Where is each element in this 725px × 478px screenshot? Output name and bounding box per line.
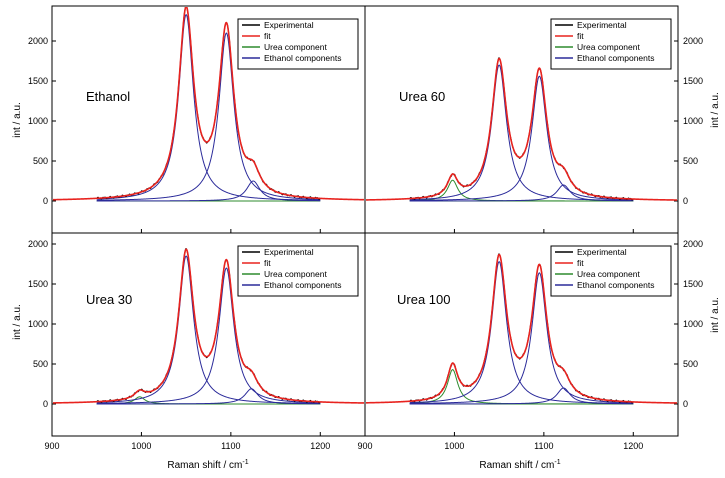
x-tick-label: 1000 <box>444 441 464 451</box>
legend-label-urea-component: Urea component <box>264 269 327 279</box>
y-axis-title-top-right: int / a.u. <box>710 92 721 128</box>
y-tick-label: 1500 <box>28 76 48 86</box>
x-tick-label: 1100 <box>534 441 553 451</box>
legend-label-fit: fit <box>577 258 584 268</box>
y-tick-label: 1500 <box>683 76 703 86</box>
y-tick-label: 500 <box>33 156 48 166</box>
panel-urea-100: 0 500 1000 1500 2000 900 1000 1100 1200 Experimen… <box>357 239 703 451</box>
ethanol-component-line <box>96 180 321 202</box>
panel-frame-urea-100 <box>364 232 679 437</box>
legend-label-ethanol-components: Ethanol components <box>577 280 655 290</box>
y-tick-label: 1000 <box>683 116 703 126</box>
legend-label-urea-component: Urea component <box>577 269 640 279</box>
y-tick-label: 2000 <box>28 36 48 46</box>
legend-label-experimental: Experimental <box>577 247 627 257</box>
y-tick-label: 500 <box>683 156 698 166</box>
plot-area <box>366 57 677 202</box>
panel-urea-30: 0 500 1000 1500 2000 900 1000 1100 1200 Experimen… <box>28 239 364 451</box>
legend-label-ethanol-components: Ethanol components <box>264 53 342 63</box>
panel-label-ethanol: Ethanol <box>86 89 130 104</box>
legend-label-experimental: Experimental <box>577 20 627 30</box>
legend-box <box>237 18 359 70</box>
x-tick-label: 1200 <box>310 441 330 451</box>
y-axis-title-top-left: int / a.u. <box>12 102 23 138</box>
ethanol-component-line <box>96 267 321 404</box>
y-tick-label: 1000 <box>28 319 48 329</box>
x-tick-label: 1000 <box>131 441 151 451</box>
ethanol-component-line <box>96 32 321 201</box>
y-tick-label: 1000 <box>28 116 48 126</box>
y-axis-title-bottom-right: int / a.u. <box>710 297 721 333</box>
ethanol-component-line <box>409 64 634 201</box>
legend-label-ethanol-components: Ethanol components <box>577 53 655 63</box>
plot-area <box>366 253 677 405</box>
ethanol-component-line <box>409 75 634 201</box>
panel-label-urea-60: Urea 60 <box>399 89 445 104</box>
y-tick-label: 1500 <box>683 279 703 289</box>
plot-area <box>53 7 364 202</box>
legend-box <box>550 245 672 297</box>
legend-label-experimental: Experimental <box>264 20 314 30</box>
ethanol-component-line <box>409 387 634 405</box>
legend-label-urea-component: Urea component <box>577 42 640 52</box>
legend-label-fit: fit <box>577 31 584 41</box>
y-tick-label: 1000 <box>683 319 703 329</box>
y-tick-label: 500 <box>683 359 698 369</box>
experimental-line <box>409 57 634 201</box>
y-tick-label: 0 <box>43 196 48 206</box>
y-tick-label: 0 <box>683 196 688 206</box>
legend-label-fit: fit <box>264 31 271 41</box>
x-tick-label: 900 <box>44 441 59 451</box>
ethanol-component-line <box>409 272 634 404</box>
y-tick-label: 0 <box>683 399 688 409</box>
panel-label-urea-30: Urea 30 <box>86 292 132 307</box>
panel-label-urea-100: Urea 100 <box>397 292 450 307</box>
fit-line <box>53 7 364 201</box>
fit-line <box>53 248 364 404</box>
fit-line <box>366 57 677 201</box>
x-tick-label: 1200 <box>623 441 643 451</box>
fit-line <box>366 253 677 404</box>
ethanol-component-line <box>409 184 634 202</box>
x-axis-title-right: Raman shift / cm-1 <box>479 459 560 471</box>
y-tick-label: 2000 <box>683 36 703 46</box>
legend-box <box>237 245 359 297</box>
legend-label-urea-component: Urea component <box>264 42 327 52</box>
legend-label-ethanol-components: Ethanol components <box>264 280 342 290</box>
legend-label-fit: fit <box>264 258 271 268</box>
x-tick-label: 1100 <box>221 441 240 451</box>
x-tick-label: 900 <box>357 441 372 451</box>
plot-area <box>53 248 364 405</box>
legend-box <box>550 18 672 70</box>
y-tick-label: 1500 <box>28 279 48 289</box>
ethanol-component-line <box>96 388 321 405</box>
y-tick-label: 0 <box>43 399 48 409</box>
y-tick-label: 2000 <box>683 239 703 249</box>
y-tick-label: 2000 <box>28 239 48 249</box>
x-axis-title-left: Raman shift / cm-1 <box>167 459 248 471</box>
legend-label-experimental: Experimental <box>264 247 314 257</box>
y-axis-title-bottom-left: int / a.u. <box>12 304 23 340</box>
y-tick-label: 500 <box>33 359 48 369</box>
